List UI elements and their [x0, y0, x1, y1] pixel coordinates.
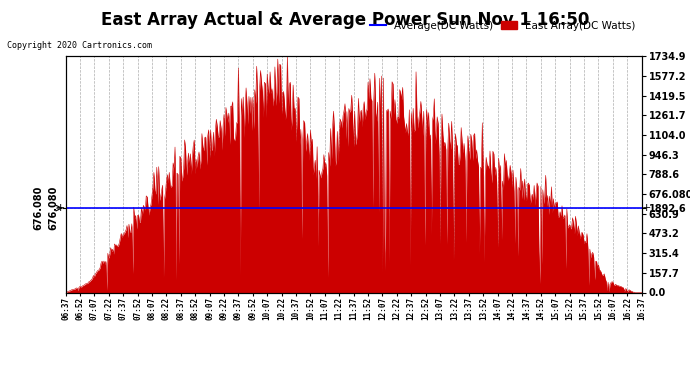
- Text: 676.080: 676.080: [33, 186, 43, 230]
- Text: +: +: [642, 203, 651, 213]
- Text: Copyright 2020 Cartronics.com: Copyright 2020 Cartronics.com: [7, 41, 152, 50]
- Text: +: +: [56, 203, 66, 213]
- Legend: Average(DC Watts), East Array(DC Watts): Average(DC Watts), East Array(DC Watts): [366, 16, 640, 35]
- Text: East Array Actual & Average Power Sun Nov 1 16:50: East Array Actual & Average Power Sun No…: [101, 11, 589, 29]
